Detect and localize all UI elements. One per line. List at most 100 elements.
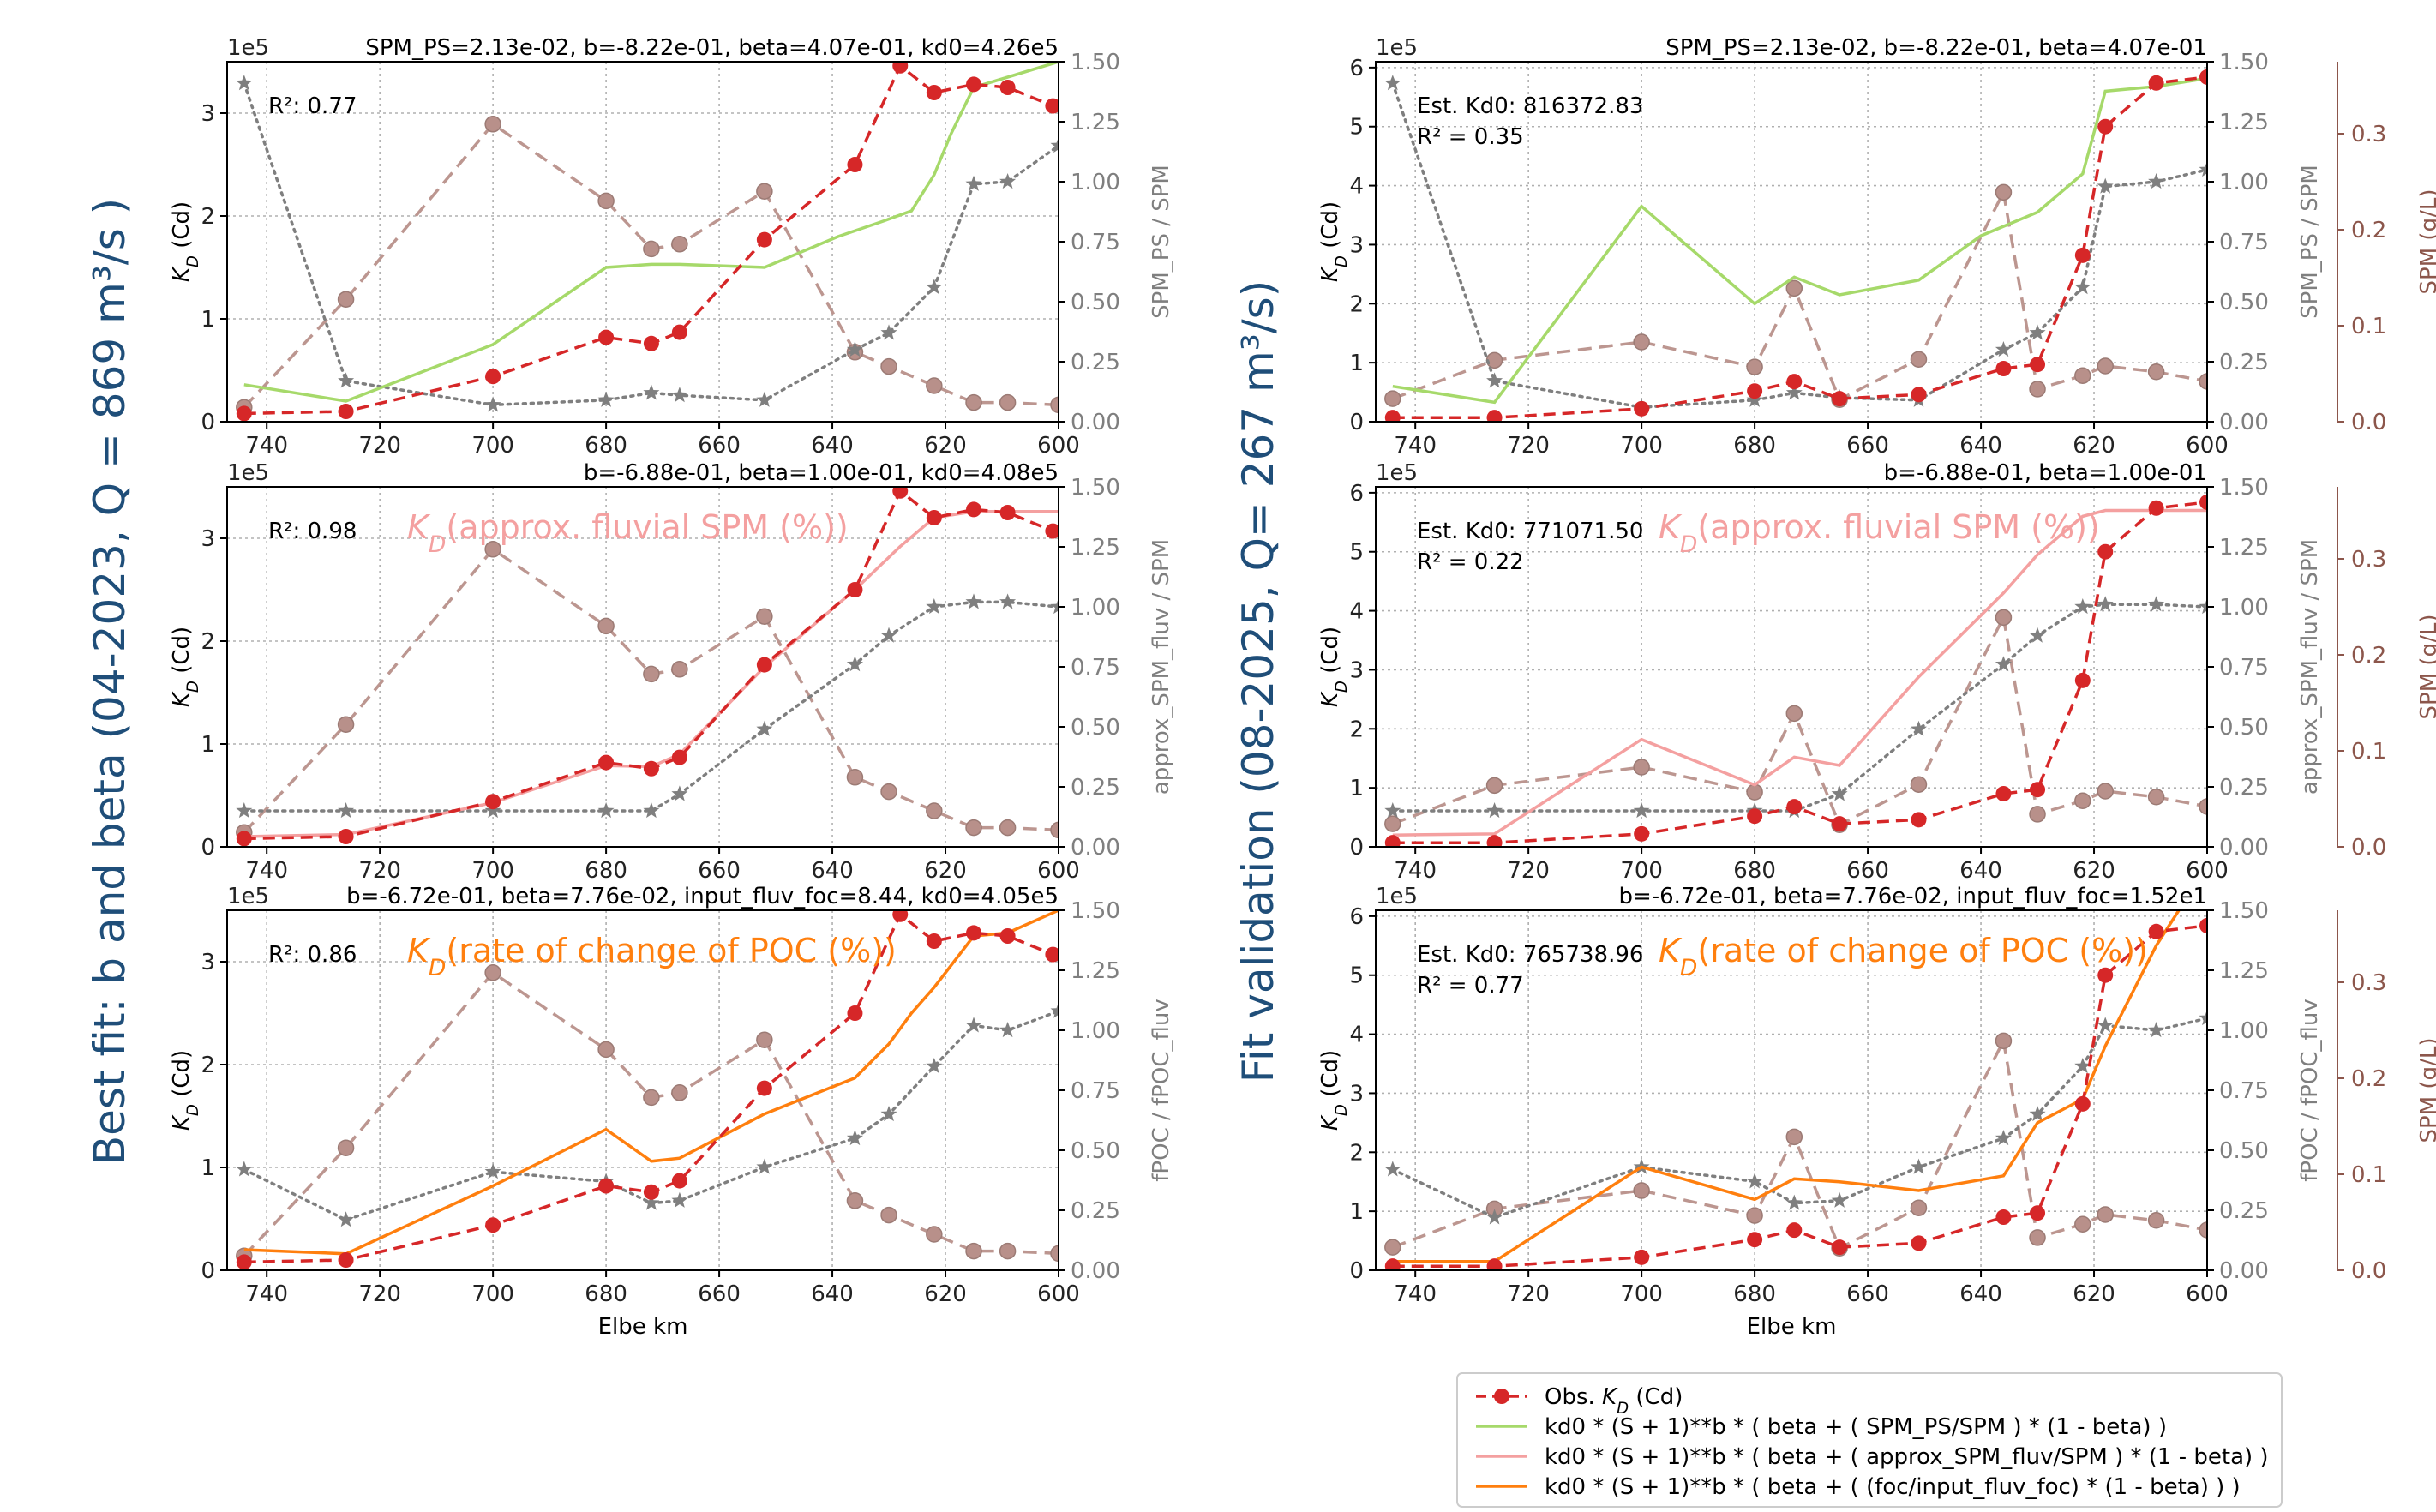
y-tick-label: 2 — [201, 204, 215, 230]
spm-point — [1485, 777, 1503, 795]
ratio-point — [2199, 161, 2207, 177]
x-tick-label: 640 — [1959, 433, 2002, 459]
x-tick-label: 700 — [471, 858, 514, 884]
y2-tick-label: 0.75 — [2219, 230, 2269, 255]
x-tick-label: 680 — [1733, 1281, 1776, 1307]
y2-tick-label: 1.25 — [2219, 535, 2269, 561]
y3-tick-label: 0.2 — [2351, 643, 2386, 669]
k-letter: K — [1317, 266, 1343, 282]
ratio-point — [1831, 785, 1848, 801]
y2-tick-label: 1.25 — [2219, 958, 2269, 984]
y3-tick-label: 0.2 — [2351, 1066, 2386, 1092]
row-title-right: Fit validation (08-2025, Q= 267 m³/s) — [1233, 280, 1283, 1083]
d-subscript: D — [1333, 681, 1351, 693]
spm-point — [756, 608, 773, 625]
ratio-point — [643, 802, 660, 819]
ratio-point — [2074, 279, 2091, 295]
y2-tick-label: 1.50 — [1071, 898, 1120, 924]
ratio-point — [2097, 596, 2114, 612]
spm-point — [1384, 390, 1401, 407]
ratio-point — [2199, 1010, 2207, 1026]
y-tick-label: 3 — [201, 950, 215, 975]
panel-r2: 740 720 700 680 660 640 620 600 0 1 2 3 4 5 6 0.00 0.25 0… — [1317, 460, 2436, 884]
y2-tick-label: 0.75 — [1071, 655, 1120, 681]
obs-point — [338, 404, 354, 419]
x-tick-label: 700 — [1620, 1281, 1663, 1307]
obs-point — [1634, 1249, 1650, 1265]
label-tail: (rate of change of POC (%)) — [1697, 932, 2147, 969]
ratio-point — [846, 341, 863, 357]
ratio-point — [2148, 173, 2165, 189]
obs-point — [1911, 812, 1927, 828]
panel-title: b=-6.72e-01, beta=7.76e-02, input_fluv_f… — [1618, 884, 2207, 909]
obs-point — [756, 231, 772, 248]
ratio-point — [1384, 802, 1401, 819]
legend-label-fluv: kd0 * (S + 1)**b * ( beta + ( approx_SPM… — [1545, 1444, 2269, 1470]
y2-tick-label: 0.75 — [2219, 655, 2269, 681]
y2-tick-label: 1.00 — [1071, 595, 1120, 621]
spm-point — [926, 1226, 943, 1243]
k-letter: K — [1659, 508, 1683, 546]
y2-tick-label: 1.00 — [1071, 170, 1120, 195]
y-tick-label: 2 — [1349, 291, 1364, 317]
spm-point — [880, 783, 897, 801]
y3-tick-label: 0.1 — [2351, 1162, 2386, 1188]
y-tick-label: 6 — [1349, 904, 1364, 930]
y-multiplier: 1e5 — [227, 884, 269, 909]
label-tail: (Cd) — [1317, 1050, 1343, 1104]
ratio-point — [846, 1130, 863, 1146]
ratio-point — [1995, 341, 2012, 357]
y-tick-label: 3 — [201, 101, 215, 127]
ratio-point — [1911, 720, 1927, 736]
x-tick-label: 740 — [245, 433, 288, 459]
spm-point — [1910, 351, 1928, 368]
x-tick-label: 640 — [811, 858, 854, 884]
d-subscript: D — [184, 255, 202, 267]
y2-tick-label: 1.50 — [1071, 50, 1120, 75]
ratio-point — [926, 598, 943, 615]
spm-point — [1050, 396, 1059, 414]
obs-point — [926, 85, 942, 100]
ratio-point — [1633, 802, 1650, 819]
spm-point — [2097, 357, 2114, 375]
ratio-point — [2074, 1058, 2091, 1074]
y-axis-label: KD (Cd) — [1317, 627, 1351, 707]
y-axis-label: KD (Cd) — [169, 1050, 202, 1131]
ratio-point — [1486, 372, 1503, 388]
obs-point — [2148, 75, 2164, 91]
ratio-point — [965, 175, 982, 191]
y2-tick-label: 0.00 — [2219, 835, 2269, 861]
y-tick-label: 1 — [201, 307, 215, 333]
ratio-point — [236, 802, 253, 819]
ratio-point — [1746, 391, 1763, 407]
obs-point — [2199, 494, 2207, 510]
x-tick-label: 660 — [698, 433, 741, 459]
model-series-line — [243, 62, 1059, 403]
obs-point — [1634, 825, 1650, 842]
panel-title: SPM_PS=2.13e-02, b=-8.22e-01, beta=4.07e… — [365, 35, 1059, 61]
ratio-point — [999, 1022, 1017, 1038]
y-tick-label: 2 — [201, 629, 215, 655]
spm-point — [2097, 1206, 2114, 1223]
obs-point — [1486, 835, 1503, 847]
legend-marker-obs — [1494, 1389, 1509, 1404]
y2-tick-label: 0.00 — [2219, 410, 2269, 435]
panel-l2: 740 720 700 680 660 640 620 600 0 1 2 3 0.00 0.25 0.50… — [169, 460, 1174, 884]
ratio-point — [671, 1191, 688, 1208]
y-tick-label: 1 — [1349, 776, 1364, 801]
y2-tick-label: 1.25 — [1071, 110, 1120, 135]
data-layer — [236, 62, 1059, 422]
obs-point — [671, 1173, 687, 1189]
k-letter: K — [1317, 1114, 1343, 1131]
y-axis-label: KD (Cd) — [169, 627, 202, 707]
x-tick-label: 740 — [245, 858, 288, 884]
spm-point — [846, 1192, 864, 1209]
spm-point — [965, 819, 982, 837]
y2-tick-label: 1.50 — [2219, 50, 2269, 75]
spm-point — [2199, 1221, 2207, 1239]
model-series-line — [243, 910, 1059, 1256]
obs-point — [236, 831, 252, 847]
x-tick-label: 720 — [358, 1281, 401, 1307]
y2-tick-label: 0.00 — [1071, 835, 1120, 861]
x-tick-label: 680 — [585, 433, 627, 459]
